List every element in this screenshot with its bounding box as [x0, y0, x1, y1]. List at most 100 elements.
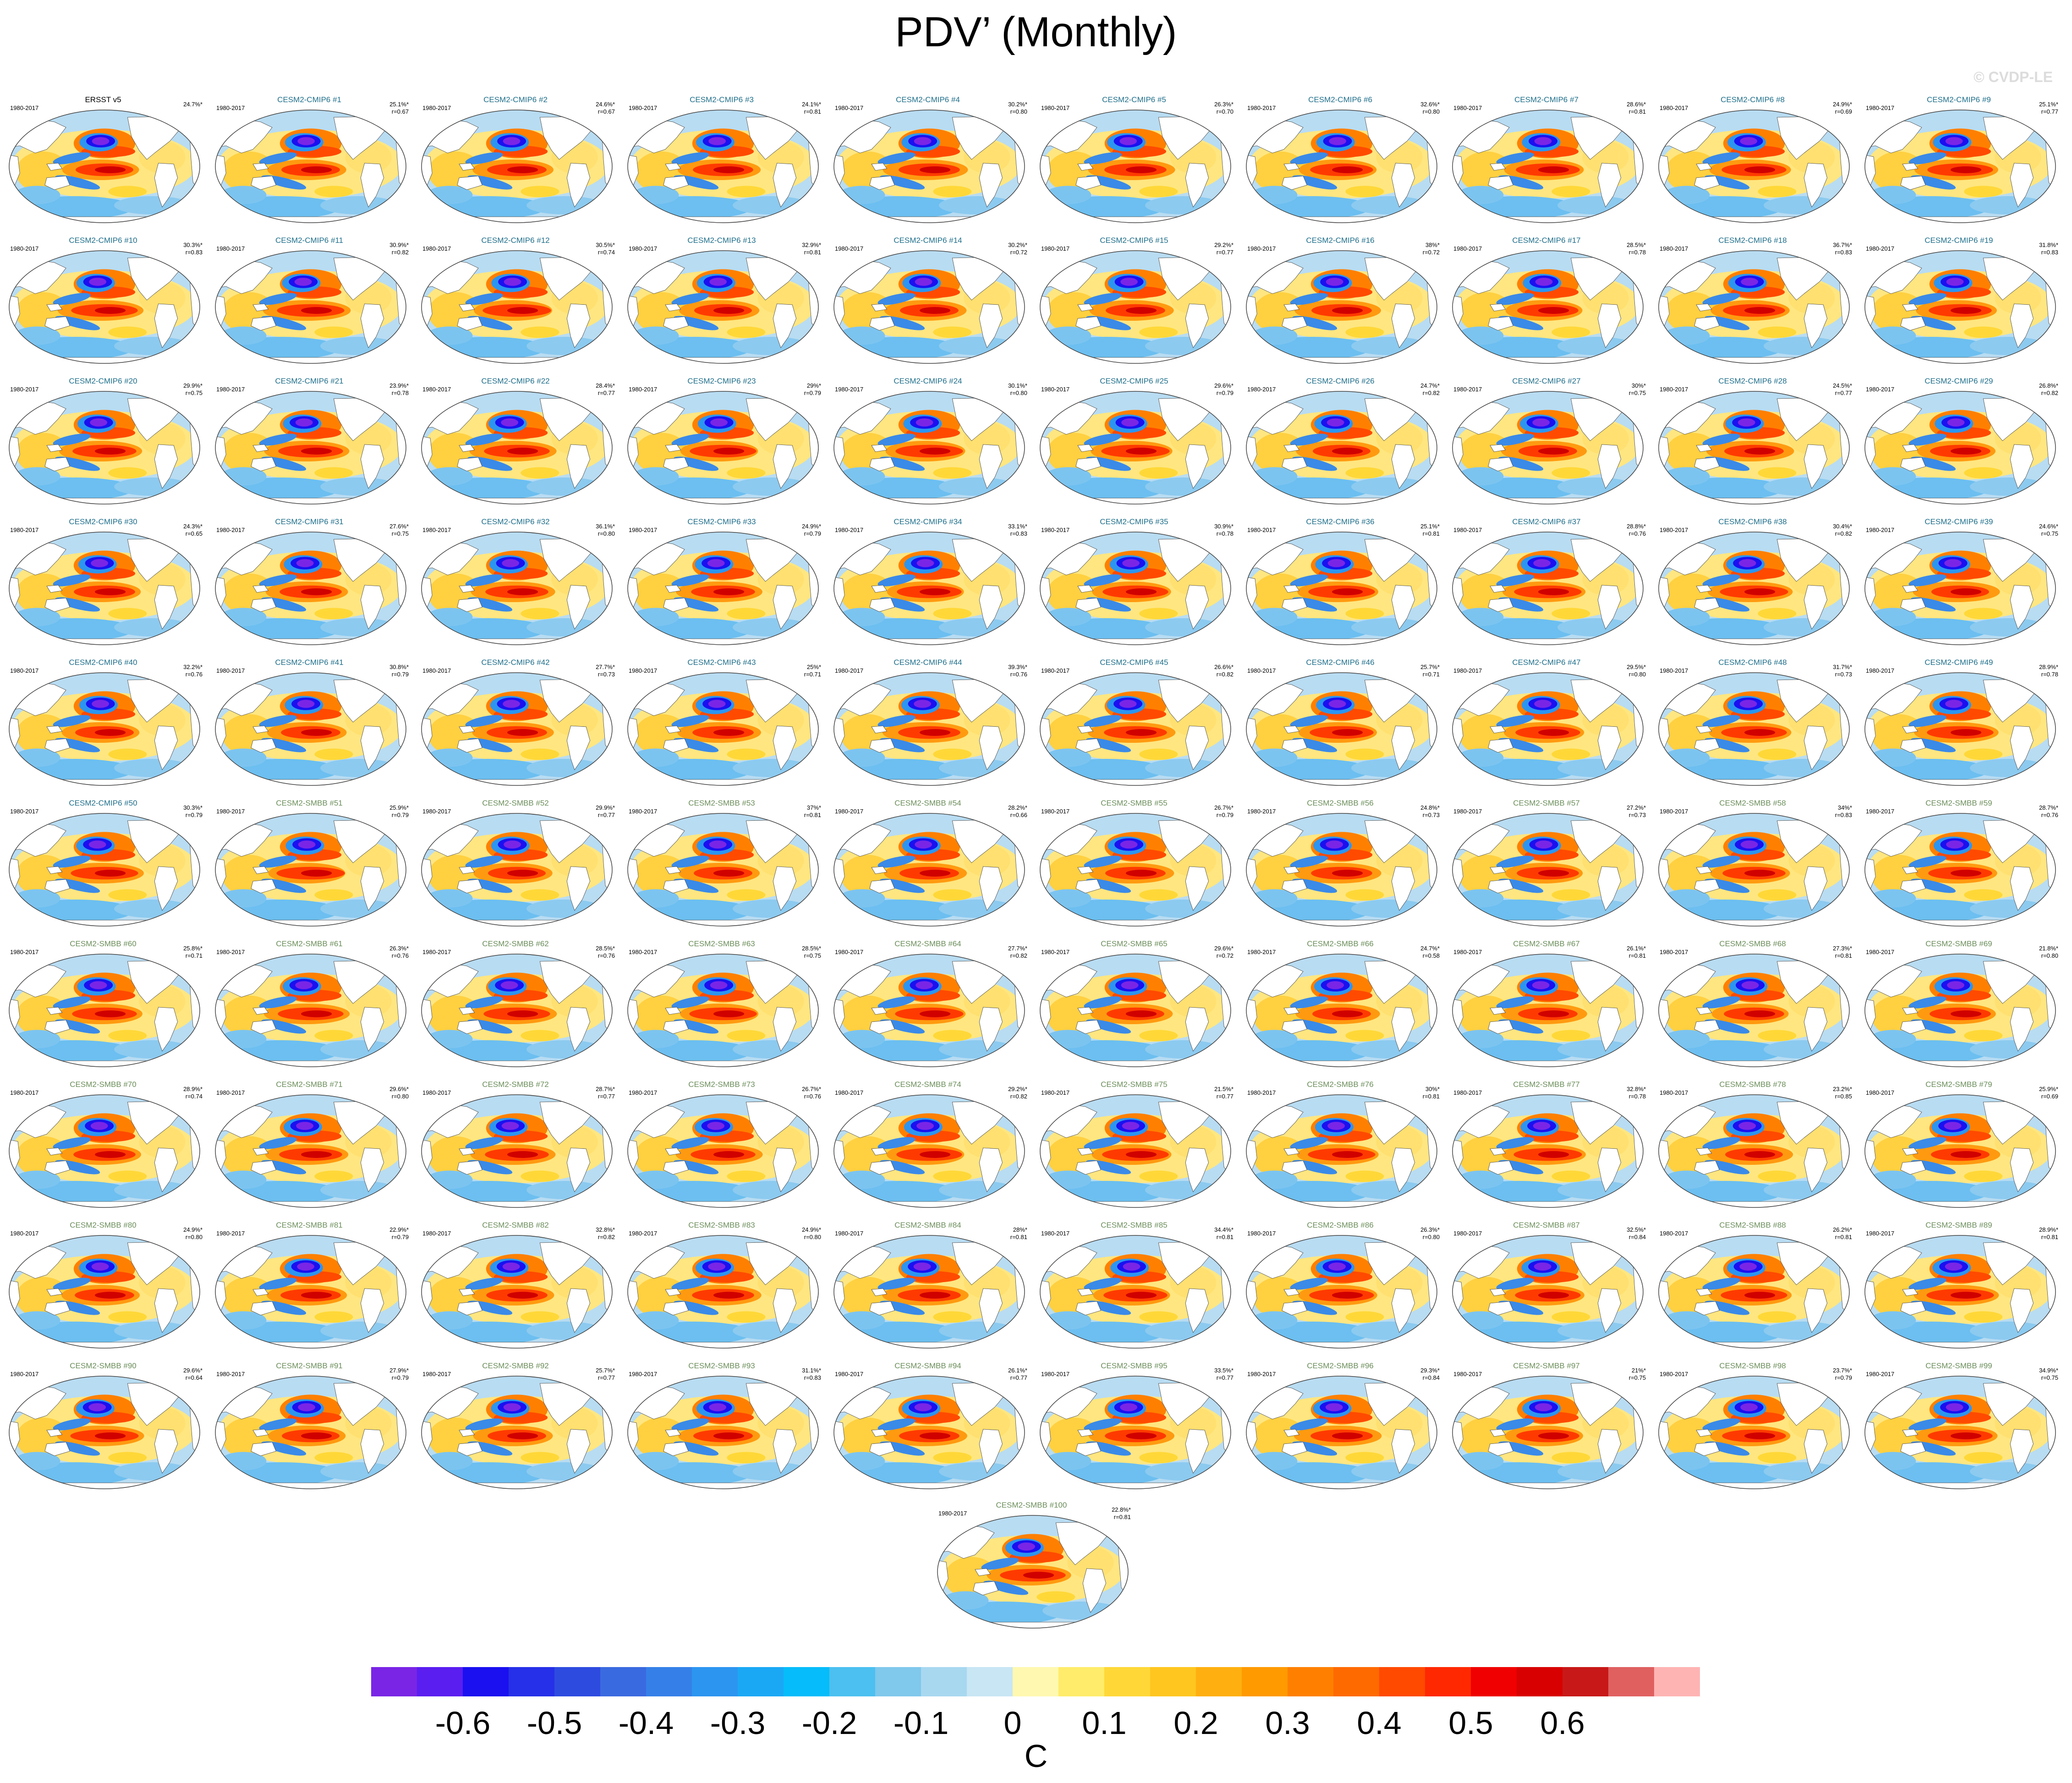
- panel-variance-percent: 25%*: [806, 664, 821, 670]
- panel-pattern-correlation: r=0.82: [2041, 390, 2058, 396]
- panel-variance-percent: 21.5%*: [1214, 1086, 1233, 1092]
- panel-variance-percent: 34.4%*: [1214, 1226, 1233, 1233]
- colorbar-tick-label: 0.2: [1173, 1705, 1218, 1741]
- panel-period: 1980-2017: [1660, 1371, 1688, 1377]
- panel-period: 1980-2017: [1247, 527, 1276, 533]
- panel-variance-percent: 28.6%*: [1627, 101, 1646, 108]
- sst-pattern-map: [1452, 391, 1644, 505]
- ensemble-member-panel: CESM2-SMBB #93 1980-2017 31.1%* r=0.83: [623, 1361, 829, 1503]
- panel-pattern-correlation: r=0.80: [2041, 952, 2058, 959]
- panel-period: 1980-2017: [1866, 386, 1895, 393]
- panel-variance-percent: 30.4%*: [1833, 523, 1852, 530]
- ensemble-member-panel: CESM2-CMIP6 #44 1980-2017 39.3%* r=0.76: [829, 658, 1036, 800]
- panel-title: CESM2-SMBB #90: [70, 1361, 137, 1370]
- ensemble-member-panel: CESM2-SMBB #90 1980-2017 29.6%* r=0.64: [5, 1361, 211, 1503]
- panel-title: CESM2-SMBB #71: [276, 1080, 343, 1089]
- sst-pattern-map: [1658, 250, 1850, 364]
- ensemble-member-panel: CESM2-CMIP6 #37 1980-2017 28.8%* r=0.76: [1448, 517, 1654, 659]
- panel-period: 1980-2017: [835, 1371, 864, 1377]
- panel-variance-percent: 33.5%*: [1214, 1367, 1233, 1374]
- panel-variance-percent: 24.5%*: [1833, 382, 1852, 389]
- ensemble-member-panel: CESM2-SMBB #94 1980-2017 26.1%* r=0.77: [829, 1361, 1036, 1503]
- panel-title: CESM2-SMBB #60: [70, 939, 137, 948]
- panel-title: CESM2-CMIP6 #45: [1100, 658, 1168, 667]
- sst-pattern-map: [627, 250, 819, 364]
- panel-title: CESM2-CMIP6 #39: [1924, 517, 1993, 526]
- panel-title: CESM2-SMBB #53: [688, 799, 755, 807]
- panel-title: CESM2-SMBB #94: [894, 1361, 961, 1370]
- sst-pattern-map: [215, 1094, 406, 1208]
- panel-period: 1980-2017: [10, 386, 39, 393]
- colorbar-swatch: [1333, 1667, 1380, 1696]
- ensemble-member-panel: CESM2-CMIP6 #41 1980-2017 30.8%* r=0.79: [211, 658, 417, 800]
- panel-variance-percent: 27.9%*: [389, 1367, 409, 1374]
- panel-title: CESM2-CMIP6 #22: [481, 377, 550, 385]
- panel-variance-percent: 29.5%*: [1627, 664, 1646, 670]
- panel-title: CESM2-SMBB #85: [1101, 1221, 1168, 1229]
- panel-pattern-correlation: r=0.75: [391, 530, 409, 537]
- panel-period: 1980-2017: [1453, 527, 1482, 533]
- ensemble-member-panel: CESM2-CMIP6 #48 1980-2017 31.7%* r=0.73: [1654, 658, 1860, 800]
- ensemble-member-panel: CESM2-SMBB #61 1980-2017 26.3%* r=0.76: [211, 939, 417, 1081]
- colorbar-swatch: [1288, 1667, 1334, 1696]
- panel-variance-percent: 24.9%*: [1833, 101, 1852, 108]
- sst-pattern-map: [627, 1235, 819, 1349]
- panel-period: 1980-2017: [1453, 808, 1482, 815]
- panel-title: CESM2-CMIP6 #32: [481, 517, 550, 526]
- ensemble-member-panel: CESM2-CMIP6 #23 1980-2017 29%* r=0.79: [623, 377, 829, 519]
- panel-title: CESM2-SMBB #68: [1719, 939, 1786, 948]
- panel-title: CESM2-CMIP6 #29: [1924, 377, 1993, 385]
- panel-period: 1980-2017: [1041, 808, 1070, 815]
- panel-period: 1980-2017: [1453, 667, 1482, 674]
- sst-pattern-map: [1040, 532, 1231, 645]
- panel-pattern-correlation: r=0.79: [185, 812, 203, 818]
- colorbar-tick-label: -0.2: [801, 1705, 857, 1741]
- panel-variance-percent: 27.6%*: [389, 523, 409, 530]
- panel-variance-percent: 24.3%*: [183, 523, 203, 530]
- panel-title: CESM2-SMBB #78: [1719, 1080, 1786, 1089]
- ensemble-member-panel: CESM2-CMIP6 #14 1980-2017 30.2%* r=0.72: [829, 236, 1036, 378]
- sst-pattern-map: [421, 954, 613, 1067]
- panel-variance-percent: 37%*: [806, 804, 821, 811]
- panel-pattern-correlation: r=0.76: [2041, 812, 2058, 818]
- sst-pattern-map: [9, 954, 200, 1067]
- panel-variance-percent: 26.3%*: [389, 945, 409, 952]
- panel-variance-percent: 26.3%*: [1420, 1226, 1440, 1233]
- ensemble-member-panel: CESM2-CMIP6 #6 1980-2017 32.6%* r=0.80: [1242, 95, 1448, 237]
- panel-pattern-correlation: r=0.79: [391, 671, 409, 678]
- panel-pattern-correlation: r=0.84: [1628, 1234, 1646, 1240]
- panel-variance-percent: 31.7%*: [1833, 664, 1852, 670]
- ensemble-member-panel: CESM2-SMBB #85 1980-2017 34.4%* r=0.81: [1036, 1221, 1242, 1363]
- ensemble-member-panel: CESM2-CMIP6 #3 1980-2017 24.1%* r=0.81: [623, 95, 829, 237]
- sst-pattern-map: [1452, 1235, 1644, 1349]
- panel-period: 1980-2017: [629, 949, 658, 955]
- panel-pattern-correlation: r=0.80: [185, 1234, 203, 1240]
- colorbar-swatch: [1058, 1667, 1105, 1696]
- panel-variance-percent: 24.9%*: [802, 1226, 821, 1233]
- panel-period: 1980-2017: [216, 527, 245, 533]
- ensemble-member-panel: CESM2-CMIP6 #11 1980-2017 30.9%* r=0.82: [211, 236, 417, 378]
- panel-pattern-correlation: r=0.82: [1010, 1093, 1027, 1100]
- panel-period: 1980-2017: [1866, 667, 1895, 674]
- colorbar-tick-label: -0.5: [526, 1705, 582, 1741]
- panel-period: 1980-2017: [1660, 1230, 1688, 1237]
- panel-period: 1980-2017: [1866, 245, 1895, 252]
- panel-variance-percent: 24.9%*: [183, 1226, 203, 1233]
- panel-title: CESM2-CMIP6 #31: [275, 517, 344, 526]
- ensemble-member-panel: CESM2-CMIP6 #9 1980-2017 25.1%* r=0.77: [1860, 95, 2067, 237]
- panel-variance-percent: 30.3%*: [183, 241, 203, 248]
- panel-title: ERSST v5: [85, 95, 121, 104]
- sst-pattern-map: [833, 1235, 1025, 1349]
- panel-pattern-correlation: r=0.67: [391, 108, 409, 115]
- colorbar-swatch: [1562, 1667, 1609, 1696]
- ensemble-member-panel: CESM2-SMBB #62 1980-2017 28.5%* r=0.76: [417, 939, 623, 1081]
- sst-pattern-map: [1658, 1235, 1850, 1349]
- panel-title: CESM2-SMBB #91: [276, 1361, 343, 1370]
- sst-pattern-map: [421, 1376, 613, 1489]
- sst-pattern-map: [1246, 250, 1437, 364]
- panel-period: 1980-2017: [629, 1089, 658, 1096]
- panel-pattern-correlation: r=0.80: [1422, 1234, 1440, 1240]
- panel-period: 1980-2017: [1453, 1230, 1482, 1237]
- panel-variance-percent: 30.2%*: [1008, 241, 1027, 248]
- sst-pattern-map: [421, 391, 613, 505]
